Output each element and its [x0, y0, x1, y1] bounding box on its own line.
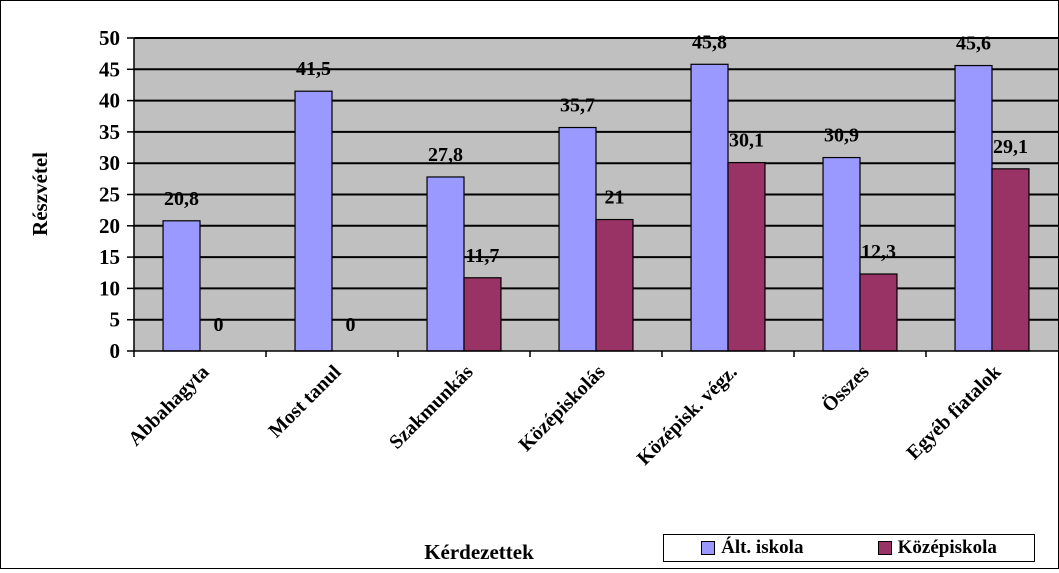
data-label: 27,8 — [428, 144, 463, 166]
legend: Ált. iskola Középiskola — [663, 534, 1035, 562]
y-tick-label: 35 — [99, 120, 120, 144]
category-label: Abbahagyta — [124, 361, 213, 450]
data-label: 29,1 — [993, 136, 1028, 158]
category-label: Most tanul — [264, 361, 345, 442]
data-label: 41,5 — [296, 58, 331, 80]
bars — [162, 63, 1030, 352]
bar-kozepiskola — [463, 277, 502, 352]
bar-alt-iskola — [294, 90, 333, 352]
legend-swatch-alt-iskola — [701, 541, 716, 555]
legend-item-kozepiskola: Középiskola — [877, 537, 997, 559]
y-tick-label: 25 — [99, 183, 120, 207]
bar-alt-iskola — [426, 176, 465, 352]
legend-swatch-kozepiskola — [877, 541, 892, 555]
data-label: 35,7 — [560, 95, 595, 117]
bar-kozepiskola — [727, 161, 766, 352]
data-label: 30,1 — [729, 130, 764, 152]
legend-label-alt-iskola: Ált. iskola — [721, 537, 804, 558]
bar-alt-iskola — [162, 220, 201, 352]
bar-alt-iskola — [558, 126, 597, 352]
data-label: 45,6 — [956, 33, 991, 55]
category-label: Szakmunkás — [385, 361, 478, 454]
data-label: 20,8 — [164, 188, 199, 210]
y-axis-title: Részvétel — [28, 152, 52, 236]
bar-alt-iskola — [822, 156, 861, 352]
bar-alt-iskola — [690, 63, 729, 352]
category-label: Középisk. végz. — [633, 361, 742, 470]
y-tick-label: 0 — [110, 339, 121, 363]
data-label: 45,8 — [692, 31, 727, 53]
legend-label-kozepiskola: Középiskola — [897, 537, 997, 558]
data-label: 0 — [345, 314, 355, 336]
x-axis-title: Kérdezettek — [424, 540, 534, 564]
data-label: 30,9 — [824, 125, 859, 147]
data-label: 21 — [604, 187, 624, 209]
bar-kozepiskola — [859, 273, 898, 352]
bar-kozepiskola — [991, 168, 1030, 352]
y-tick-label: 40 — [99, 89, 120, 113]
y-tick-label: 15 — [99, 245, 120, 269]
data-label: 11,7 — [466, 245, 500, 267]
data-label: 0 — [213, 314, 223, 336]
bar-alt-iskola — [954, 64, 993, 352]
category-label: Középiskolás — [515, 361, 610, 456]
y-tick-label: 45 — [99, 57, 120, 81]
y-tick-label: 20 — [99, 214, 120, 238]
category-label: Összes — [817, 360, 873, 416]
y-tick-label: 5 — [110, 308, 121, 332]
category-label: Egyéb fiatalok — [902, 360, 1006, 464]
y-tick-label: 30 — [99, 151, 120, 175]
bar-kozepiskola — [595, 218, 634, 352]
data-labels: 20,8 0 41,5 0 27,8 11,7 35,7 21 45,8 30,1 30,9 12,3… — [164, 31, 1028, 336]
y-tick-label: 10 — [99, 276, 120, 300]
y-tick-label: 50 — [99, 26, 120, 50]
data-label: 12,3 — [861, 241, 896, 263]
legend-item-alt-iskola: Ált. iskola — [701, 537, 803, 559]
